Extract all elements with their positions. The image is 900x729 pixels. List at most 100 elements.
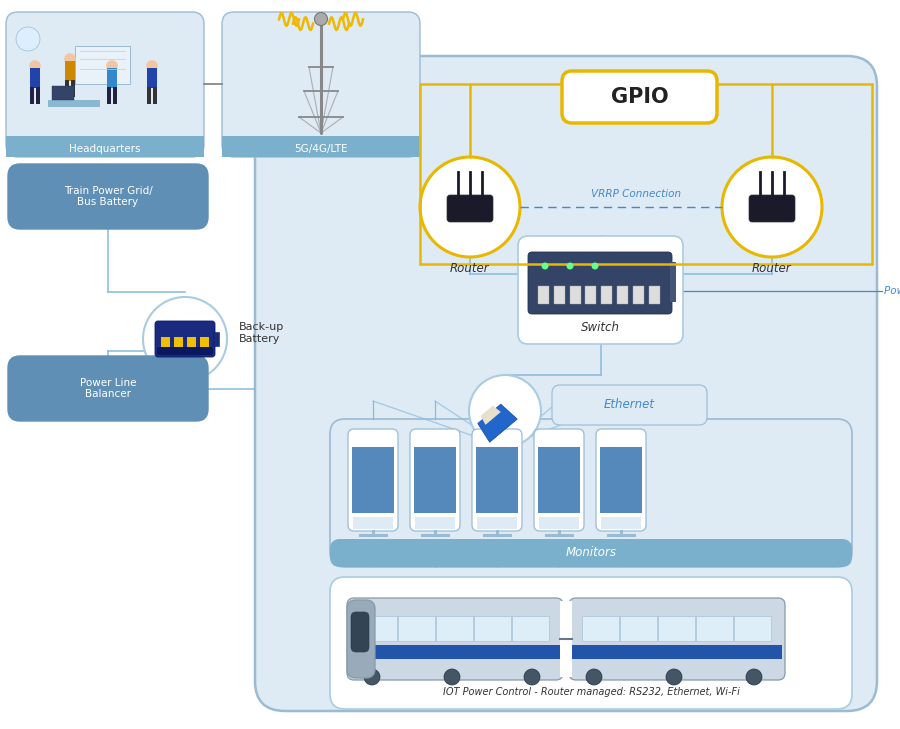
Bar: [174, 337, 183, 349]
Bar: [649, 286, 660, 304]
FancyBboxPatch shape: [8, 164, 208, 229]
Circle shape: [16, 27, 40, 51]
Bar: [538, 447, 580, 513]
FancyBboxPatch shape: [347, 598, 563, 680]
Circle shape: [666, 669, 682, 685]
Bar: [222, 136, 420, 157]
Bar: [36, 87, 40, 104]
Bar: [6, 136, 204, 157]
Bar: [601, 286, 612, 304]
Bar: [107, 68, 117, 88]
Bar: [350, 645, 560, 659]
Text: Power Line
Balancer: Power Line Balancer: [80, 378, 136, 399]
Bar: [30, 68, 40, 88]
Bar: [153, 87, 157, 104]
Circle shape: [469, 375, 541, 447]
Text: Router: Router: [752, 262, 792, 275]
Bar: [538, 286, 549, 304]
Circle shape: [364, 669, 380, 685]
Bar: [200, 337, 209, 349]
Bar: [414, 447, 456, 513]
Circle shape: [29, 61, 40, 71]
Circle shape: [542, 262, 548, 270]
FancyBboxPatch shape: [348, 429, 398, 531]
Bar: [187, 337, 196, 349]
Bar: [30, 87, 34, 104]
Circle shape: [722, 157, 822, 257]
Bar: [48, 100, 100, 107]
Bar: [65, 61, 75, 81]
Bar: [582, 616, 619, 641]
Bar: [415, 517, 455, 529]
Bar: [554, 286, 565, 304]
Bar: [398, 616, 435, 641]
FancyBboxPatch shape: [596, 429, 646, 531]
FancyBboxPatch shape: [347, 600, 375, 678]
FancyBboxPatch shape: [472, 429, 522, 531]
Text: Monitors: Monitors: [565, 547, 617, 559]
Bar: [113, 87, 117, 104]
Circle shape: [444, 669, 460, 685]
Circle shape: [746, 669, 762, 685]
Bar: [147, 68, 157, 88]
Bar: [633, 286, 643, 304]
Bar: [71, 80, 75, 97]
FancyBboxPatch shape: [534, 429, 584, 531]
Text: Headquarters: Headquarters: [69, 144, 140, 154]
FancyBboxPatch shape: [330, 419, 852, 567]
Bar: [477, 517, 517, 529]
Circle shape: [314, 12, 328, 26]
Bar: [560, 601, 572, 677]
Bar: [570, 286, 580, 304]
Bar: [147, 87, 151, 104]
Bar: [476, 447, 518, 513]
Circle shape: [146, 61, 158, 71]
Bar: [734, 616, 771, 641]
Bar: [572, 645, 782, 659]
Text: VRRP Connection: VRRP Connection: [591, 189, 681, 199]
Text: Back-up
Battery: Back-up Battery: [239, 322, 284, 344]
FancyBboxPatch shape: [157, 347, 213, 355]
Circle shape: [420, 157, 520, 257]
FancyBboxPatch shape: [562, 71, 717, 123]
FancyBboxPatch shape: [222, 12, 420, 157]
Text: IOT Power Control - Router managed: RS232, Ethernet, Wi-Fi: IOT Power Control - Router managed: RS23…: [443, 687, 740, 697]
Bar: [75, 46, 130, 84]
Bar: [670, 262, 676, 302]
Bar: [539, 517, 579, 529]
Bar: [352, 447, 394, 513]
Text: 5G/4G/LTE: 5G/4G/LTE: [294, 144, 347, 154]
Bar: [436, 616, 473, 641]
Bar: [360, 616, 397, 641]
Bar: [65, 80, 69, 97]
Text: Train Power Grid/
Bus Battery: Train Power Grid/ Bus Battery: [64, 186, 152, 207]
FancyBboxPatch shape: [569, 598, 785, 680]
FancyBboxPatch shape: [330, 577, 852, 709]
Circle shape: [64, 53, 76, 65]
Bar: [52, 86, 74, 100]
FancyBboxPatch shape: [255, 56, 877, 711]
FancyBboxPatch shape: [330, 539, 852, 567]
Circle shape: [586, 669, 602, 685]
Polygon shape: [478, 404, 518, 443]
Text: GPIO: GPIO: [611, 87, 669, 107]
Bar: [600, 447, 642, 513]
Bar: [474, 616, 511, 641]
Text: Router: Router: [450, 262, 490, 275]
Circle shape: [591, 262, 599, 270]
Bar: [617, 286, 628, 304]
FancyBboxPatch shape: [155, 321, 215, 357]
Bar: [620, 616, 657, 641]
FancyBboxPatch shape: [518, 236, 683, 344]
Text: Switch: Switch: [581, 321, 620, 334]
FancyBboxPatch shape: [447, 195, 493, 222]
Bar: [107, 87, 111, 104]
Bar: [585, 286, 597, 304]
Bar: [161, 337, 170, 349]
Bar: [213, 332, 219, 346]
FancyBboxPatch shape: [8, 356, 208, 421]
Bar: [353, 517, 393, 529]
Polygon shape: [481, 405, 500, 425]
Circle shape: [566, 262, 573, 270]
Bar: [696, 616, 733, 641]
